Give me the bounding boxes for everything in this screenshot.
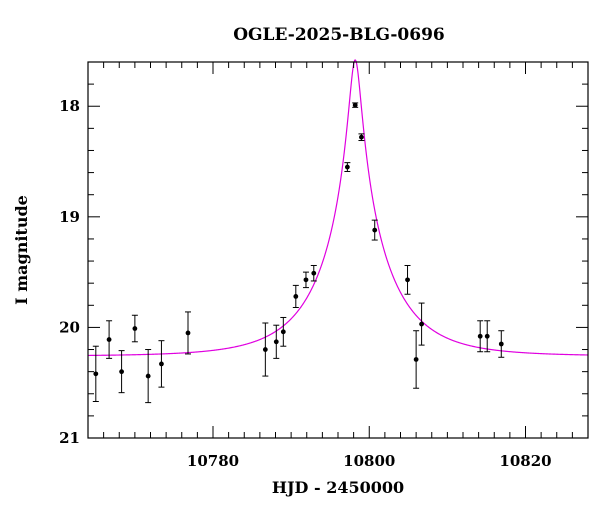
data-point xyxy=(477,320,484,353)
data-point xyxy=(371,219,378,241)
data-point xyxy=(418,302,425,346)
data-point xyxy=(106,320,113,359)
data-point xyxy=(310,264,317,282)
x-tick-label: 10820 xyxy=(499,452,551,470)
data-marker xyxy=(159,361,164,367)
data-point xyxy=(292,284,299,309)
data-point xyxy=(498,330,505,358)
data-marker xyxy=(293,294,299,299)
data-point xyxy=(131,314,138,343)
data-marker xyxy=(498,341,504,347)
data-marker xyxy=(185,330,191,336)
data-point xyxy=(280,316,287,347)
axes-layer xyxy=(87,61,589,439)
model-curve-layer xyxy=(87,59,589,357)
data-marker xyxy=(132,326,138,331)
x-tick-label: 10800 xyxy=(343,452,395,470)
data-marker xyxy=(93,371,99,377)
y-tick-label: 21 xyxy=(59,429,80,447)
data-point xyxy=(413,330,420,389)
data-marker xyxy=(419,321,424,327)
data-marker xyxy=(359,134,364,140)
data-point xyxy=(352,102,359,108)
data-marker xyxy=(477,333,483,339)
data-point xyxy=(92,345,99,403)
tick-labels-layer: 10780 10800 10820 18 19 20 21 xyxy=(59,97,551,470)
data-point xyxy=(262,322,269,377)
data-marker xyxy=(262,347,268,352)
data-marker xyxy=(311,270,317,276)
data-points-layer xyxy=(92,102,505,404)
y-tick-label: 20 xyxy=(59,318,80,336)
data-point xyxy=(273,324,280,359)
data-point xyxy=(344,162,351,172)
data-point xyxy=(158,340,165,388)
plot-frame xyxy=(87,61,589,439)
y-tick-label: 18 xyxy=(59,97,80,115)
data-marker xyxy=(413,357,419,362)
data-marker xyxy=(303,277,309,283)
data-point xyxy=(302,271,309,289)
data-point xyxy=(484,320,491,353)
data-marker xyxy=(352,102,358,108)
data-marker xyxy=(344,164,350,170)
data-point xyxy=(404,264,411,295)
y-tick-label: 19 xyxy=(59,208,80,226)
data-point xyxy=(358,133,365,142)
data-marker xyxy=(273,339,279,345)
data-point xyxy=(145,349,152,404)
x-tick-label: 10780 xyxy=(187,452,239,470)
data-marker xyxy=(145,373,151,379)
data-marker xyxy=(106,337,112,342)
data-marker xyxy=(119,369,124,375)
chart-title: OGLE-2025-BLG-0696 xyxy=(233,25,445,45)
model-curve xyxy=(87,59,589,357)
x-axis-label: HJD - 2450000 xyxy=(272,478,404,497)
data-point xyxy=(118,350,125,394)
y-axis-label: I magnitude xyxy=(12,195,31,305)
data-marker xyxy=(280,329,286,335)
data-point xyxy=(185,311,191,355)
data-marker xyxy=(484,333,490,339)
data-marker xyxy=(372,227,378,233)
data-marker xyxy=(405,277,410,283)
